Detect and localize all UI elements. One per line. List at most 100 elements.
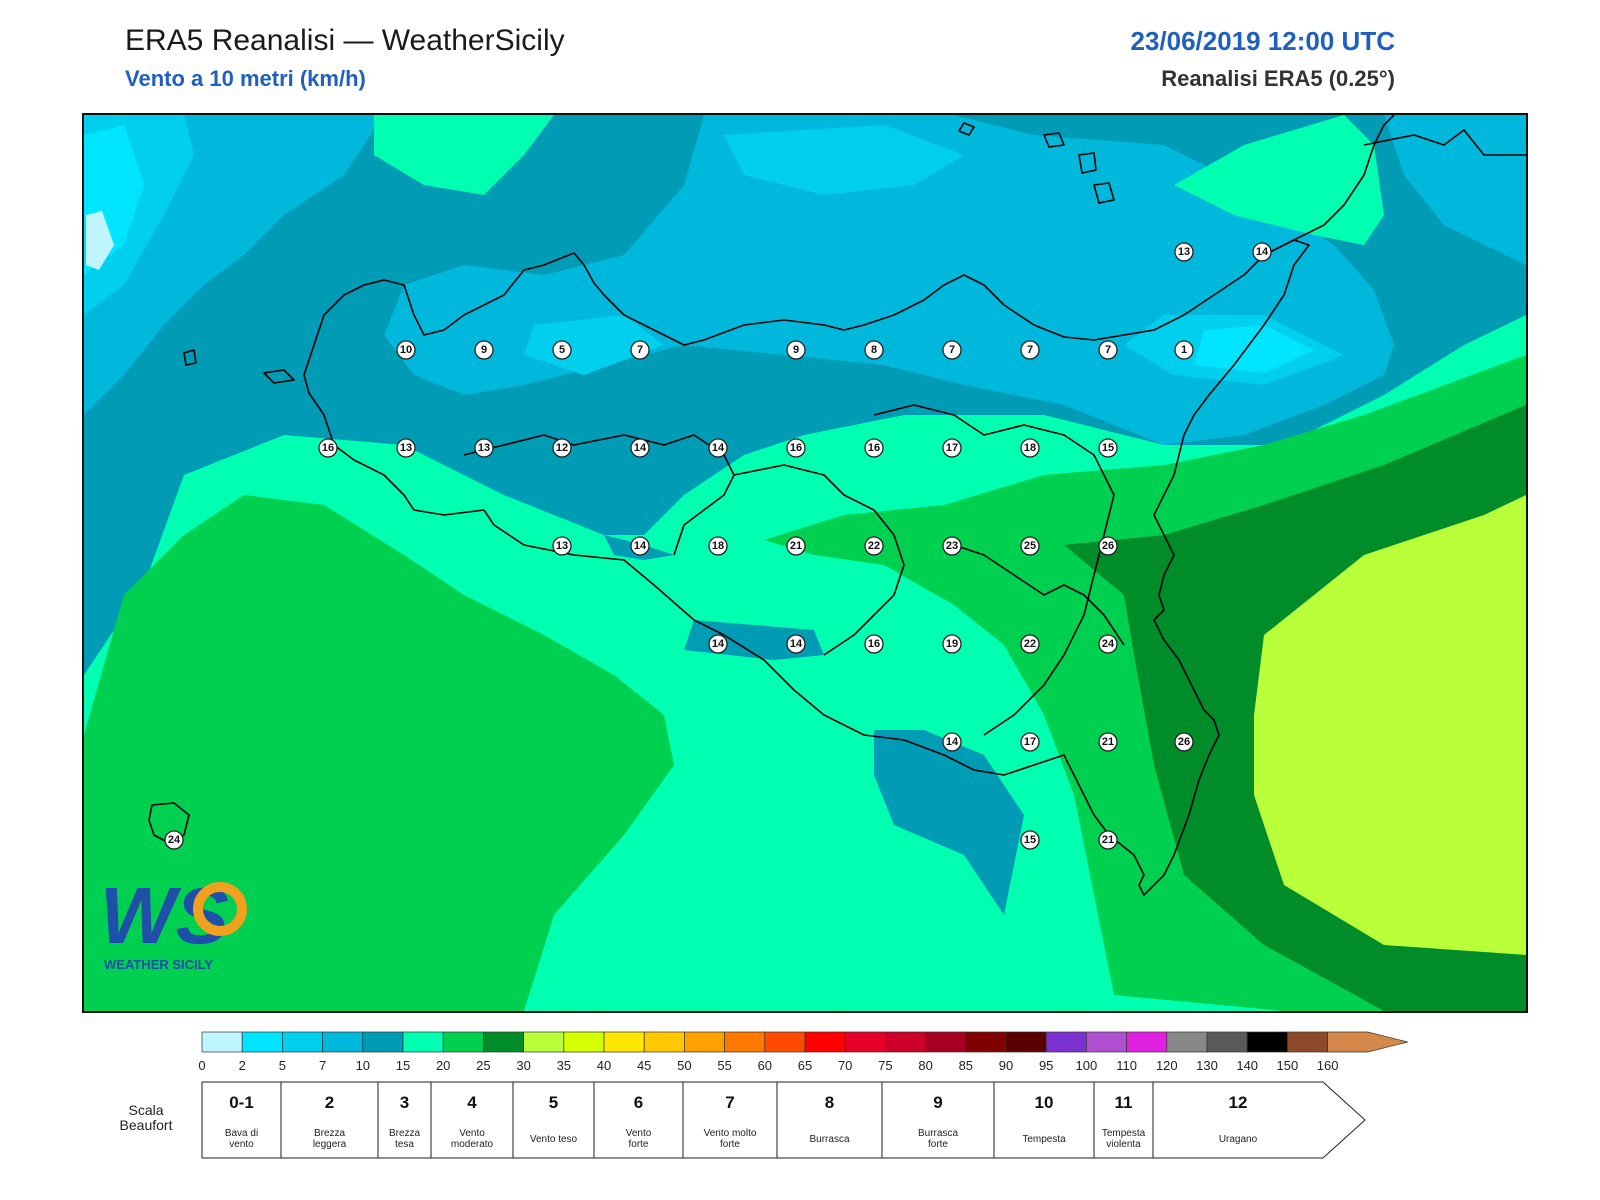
station-value: 17 [942,438,962,458]
colorbar-tick-label: 30 [516,1058,530,1073]
colorbar-tick-label: 45 [637,1058,651,1073]
station-value: 14 [630,536,650,556]
beaufort-desc: tesa [395,1139,414,1150]
beaufort-cell: 12 Uragano [1152,1081,1366,1159]
station-value: 16 [318,438,338,458]
svg-text:26: 26 [1178,736,1190,748]
logo-text: WEATHER SICILY [104,957,213,972]
beaufort-desc: Vento teso [530,1134,578,1145]
wind-band-20-25 [84,355,1526,1011]
station-value: 23 [942,536,962,556]
colorbar-tick-label: 35 [557,1058,571,1073]
colorbar-tick-label: 60 [758,1058,772,1073]
station-value: 22 [864,536,884,556]
colorbar-tick-label: 160 [1317,1058,1339,1073]
svg-text:5: 5 [559,344,565,356]
station-value: 13 [396,438,416,458]
colorbar-box [1206,1031,1248,1053]
colorbar-tick-label: 130 [1196,1058,1218,1073]
svg-text:7: 7 [1027,344,1033,356]
svg-text:14: 14 [634,540,647,552]
beaufort-desc: Vento [459,1128,485,1139]
svg-text:14: 14 [790,638,803,650]
colorbar-box [483,1031,524,1053]
colorbar-tick-label: 15 [396,1058,410,1073]
colorbar-box [1166,1031,1208,1053]
map-title: ERA5 Reanalisi — WeatherSicily [125,24,565,57]
svg-text:16: 16 [868,638,880,650]
svg-text:26: 26 [1102,540,1114,552]
colorbar-tick-label: 7 [319,1058,326,1073]
colorbar-tick-label: 85 [959,1058,973,1073]
beaufort-desc: Vento [626,1128,652,1139]
colorbar-box [1126,1031,1168,1053]
colorbar-box [764,1031,806,1053]
coastline [148,115,1526,896]
colorbar-tick-label: 75 [878,1058,892,1073]
colorbar-tick-label: 120 [1156,1058,1178,1073]
svg-text:9: 9 [793,344,799,356]
colorbar-box [442,1031,484,1053]
colorbar-tick-label: 2 [239,1058,246,1073]
station-value: 14 [630,438,650,458]
svg-text:24: 24 [168,834,181,846]
beaufort-desc: vento [229,1139,254,1150]
colorbar-box [804,1031,846,1053]
svg-text:13: 13 [1178,246,1190,258]
colorbar-box [523,1031,565,1053]
svg-text:15: 15 [1024,834,1036,846]
svg-text:7: 7 [949,344,955,356]
beaufort-cell: 8 Burrasca [776,1081,883,1159]
svg-text:17: 17 [1024,736,1036,748]
beaufort-number: 7 [725,1093,734,1112]
svg-text:7: 7 [637,344,643,356]
beaufort-number: 2 [325,1093,334,1112]
colorbar-box [282,1031,323,1053]
colorbar-box [684,1031,725,1053]
colorbar-box [201,1031,243,1053]
beaufort-desc: Burrasca [809,1134,849,1145]
colorbar-tick-label: 20 [436,1058,450,1073]
beaufort-desc: violenta [1106,1139,1141,1150]
station-value: 18 [1020,438,1040,458]
svg-text:24: 24 [1102,638,1115,650]
station-value: 7 [630,340,650,360]
colorbar-box [885,1031,926,1053]
sicily-coastline [303,239,1310,896]
colorbar-box [643,1031,685,1053]
beaufort-number: 0-1 [229,1093,254,1112]
svg-text:17: 17 [946,442,958,454]
colorbar-tick-label: 95 [1039,1058,1053,1073]
station-value: 24 [164,830,184,850]
colorbar-tick-label: 90 [999,1058,1013,1073]
colorbar-box [563,1031,605,1053]
wind-field-svg: 13 14 10 9 5 7 9 8 7 7 7 1 16 13 13 12 14 14 16 16 17 18 15 13 1… [84,115,1526,1011]
wind-band-30-35 [1254,495,1526,955]
colorbar-ticks: 0 2 5 7 10 15 20 25 30 35 40 45 50 55 60 65 70 75 80 85 90 95… [198,1058,1338,1073]
station-value: 22 [1020,634,1040,654]
station-value: 14 [708,438,728,458]
colorbar-box [1045,1031,1087,1053]
beaufort-desc: forte [928,1139,948,1150]
colorbar-box [965,1031,1007,1053]
svg-text:8: 8 [871,344,877,356]
colorbar-box [1005,1031,1047,1053]
inland-border-4 [953,544,1125,646]
weathersicily-logo: WS WEATHER SICILY [100,863,250,975]
beaufort-desc: leggera [313,1139,347,1150]
beaufort-cell: 5 Vento teso [512,1081,595,1159]
station-value: 26 [1098,536,1118,556]
station-value: 14 [708,634,728,654]
station-value: 7 [1020,340,1040,360]
beaufort-number: 8 [825,1093,834,1112]
beaufort-desc: forte [628,1139,648,1150]
colorbar-tick-label: 110 [1116,1058,1137,1073]
beaufort-number: 5 [549,1093,558,1112]
wind-map[interactable]: 13 14 10 9 5 7 9 8 7 7 7 1 16 13 13 12 14 14 16 16 17 18 15 13 1… [82,113,1528,1013]
svg-text:9: 9 [481,344,487,356]
